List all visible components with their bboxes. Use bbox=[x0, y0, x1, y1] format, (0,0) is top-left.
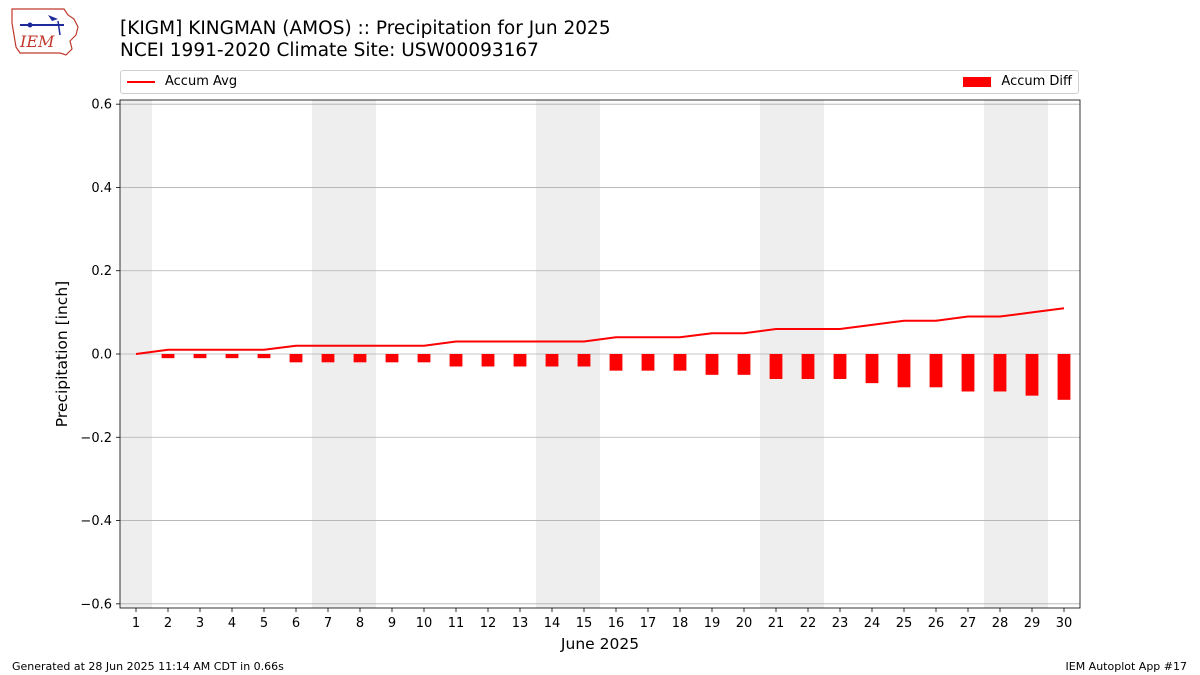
x-tick-label: 24 bbox=[864, 616, 881, 631]
x-tick-label: 10 bbox=[416, 616, 433, 631]
bar-accum-diff bbox=[865, 354, 879, 384]
bar-accum-diff bbox=[801, 354, 815, 379]
x-axis-label: June 2025 bbox=[560, 635, 639, 653]
x-tick-label: 22 bbox=[800, 616, 817, 631]
bar-accum-diff bbox=[385, 354, 399, 363]
chart-legend: Accum Avg Accum Diff bbox=[120, 70, 1079, 94]
x-tick-label: 6 bbox=[292, 616, 300, 631]
bar-accum-diff bbox=[1025, 354, 1039, 396]
x-tick-label: 21 bbox=[768, 616, 785, 631]
chart-subtitle: NCEI 1991-2020 Climate Site: USW00093167 bbox=[120, 40, 539, 61]
bar-accum-diff bbox=[577, 354, 591, 367]
legend-item-accum-avg: Accum Avg bbox=[127, 74, 237, 89]
bar-accum-diff bbox=[545, 354, 559, 367]
y-tick-label: 0.6 bbox=[91, 98, 112, 113]
x-tick-label: 26 bbox=[928, 616, 945, 631]
x-tick-label: 1 bbox=[132, 616, 140, 631]
x-tick-label: 25 bbox=[896, 616, 913, 631]
bar-accum-diff bbox=[641, 354, 655, 371]
x-tick-label: 14 bbox=[544, 616, 561, 631]
legend-item-accum-diff: Accum Diff bbox=[963, 74, 1072, 89]
bar-accum-diff bbox=[1057, 354, 1071, 400]
y-tick-label: 0.0 bbox=[91, 348, 112, 363]
y-tick-label: −0.2 bbox=[80, 431, 112, 446]
x-tick-label: 2 bbox=[164, 616, 172, 631]
bar-accum-diff bbox=[673, 354, 687, 371]
bar-accum-diff bbox=[737, 354, 751, 375]
bar-accum-diff bbox=[769, 354, 783, 379]
y-tick-label: 0.4 bbox=[91, 181, 112, 196]
bar-accum-diff bbox=[161, 354, 175, 359]
y-tick-label: −0.6 bbox=[80, 597, 112, 612]
legend-label-accum-diff: Accum Diff bbox=[1001, 74, 1072, 89]
legend-bar-swatch bbox=[963, 76, 992, 87]
legend-label-accum-avg: Accum Avg bbox=[165, 74, 238, 89]
bar-accum-diff bbox=[193, 354, 207, 359]
x-tick-label: 29 bbox=[1024, 616, 1041, 631]
x-tick-label: 8 bbox=[356, 616, 364, 631]
x-tick-label: 27 bbox=[960, 616, 977, 631]
legend-line-swatch bbox=[127, 80, 155, 83]
bar-accum-diff bbox=[481, 354, 495, 367]
bar-accum-diff bbox=[705, 354, 719, 375]
x-tick-label: 7 bbox=[324, 616, 332, 631]
iem-logo: IEM bbox=[11, 8, 79, 56]
x-tick-label: 17 bbox=[640, 616, 657, 631]
generated-timestamp: Generated at 28 Jun 2025 11:14 AM CDT in… bbox=[12, 660, 284, 673]
x-tick-label: 9 bbox=[388, 616, 396, 631]
bar-accum-diff bbox=[833, 354, 847, 379]
svg-text:IEM: IEM bbox=[19, 32, 55, 51]
bar-accum-diff bbox=[609, 354, 623, 371]
bar-accum-diff bbox=[225, 354, 239, 359]
bar-accum-diff bbox=[289, 354, 303, 363]
x-tick-label: 19 bbox=[704, 616, 721, 631]
bar-accum-diff bbox=[961, 354, 975, 392]
x-tick-label: 4 bbox=[228, 616, 236, 631]
y-tick-label: 0.2 bbox=[91, 264, 112, 279]
x-tick-label: 15 bbox=[576, 616, 593, 631]
bar-accum-diff bbox=[321, 354, 335, 363]
bar-accum-diff bbox=[417, 354, 431, 363]
x-tick-label: 18 bbox=[672, 616, 689, 631]
chart-title: [KIGM] KINGMAN (AMOS) :: Precipitation f… bbox=[120, 18, 611, 39]
x-tick-label: 12 bbox=[480, 616, 497, 631]
x-tick-label: 16 bbox=[608, 616, 625, 631]
x-tick-label: 13 bbox=[512, 616, 529, 631]
bar-accum-diff bbox=[257, 354, 271, 359]
x-tick-label: 5 bbox=[260, 616, 268, 631]
autoplot-app-label: IEM Autoplot App #17 bbox=[1065, 660, 1188, 673]
x-tick-label: 23 bbox=[832, 616, 849, 631]
plot-frame bbox=[119, 99, 1081, 609]
line-accum-avg bbox=[135, 307, 1065, 355]
x-tick-label: 30 bbox=[1056, 616, 1073, 631]
bar-accum-diff bbox=[449, 354, 463, 367]
bar-accum-diff bbox=[353, 354, 367, 363]
x-tick-label: 11 bbox=[448, 616, 465, 631]
y-axis-label: Precipitation [inch] bbox=[53, 281, 71, 427]
x-tick-label: 20 bbox=[736, 616, 753, 631]
bar-accum-diff bbox=[513, 354, 527, 367]
bar-accum-diff bbox=[897, 354, 911, 388]
y-tick-label: −0.4 bbox=[80, 514, 112, 529]
bar-accum-diff bbox=[993, 354, 1007, 392]
bar-accum-diff bbox=[929, 354, 943, 388]
x-tick-label: 3 bbox=[196, 616, 204, 631]
x-tick-label: 28 bbox=[992, 616, 1009, 631]
